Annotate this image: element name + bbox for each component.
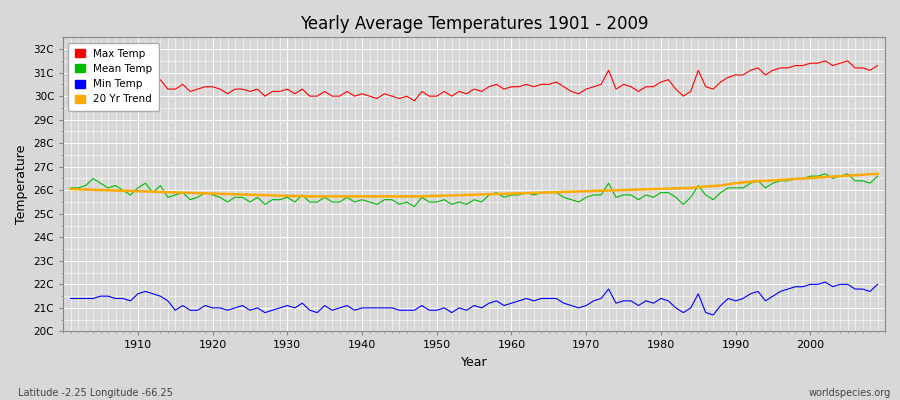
Y-axis label: Temperature: Temperature — [15, 145, 28, 224]
X-axis label: Year: Year — [461, 356, 488, 369]
Title: Yearly Average Temperatures 1901 - 2009: Yearly Average Temperatures 1901 - 2009 — [300, 15, 648, 33]
Text: Latitude -2.25 Longitude -66.25: Latitude -2.25 Longitude -66.25 — [18, 388, 173, 398]
Legend: Max Temp, Mean Temp, Min Temp, 20 Yr Trend: Max Temp, Mean Temp, Min Temp, 20 Yr Tre… — [68, 42, 158, 111]
Text: worldspecies.org: worldspecies.org — [809, 388, 891, 398]
